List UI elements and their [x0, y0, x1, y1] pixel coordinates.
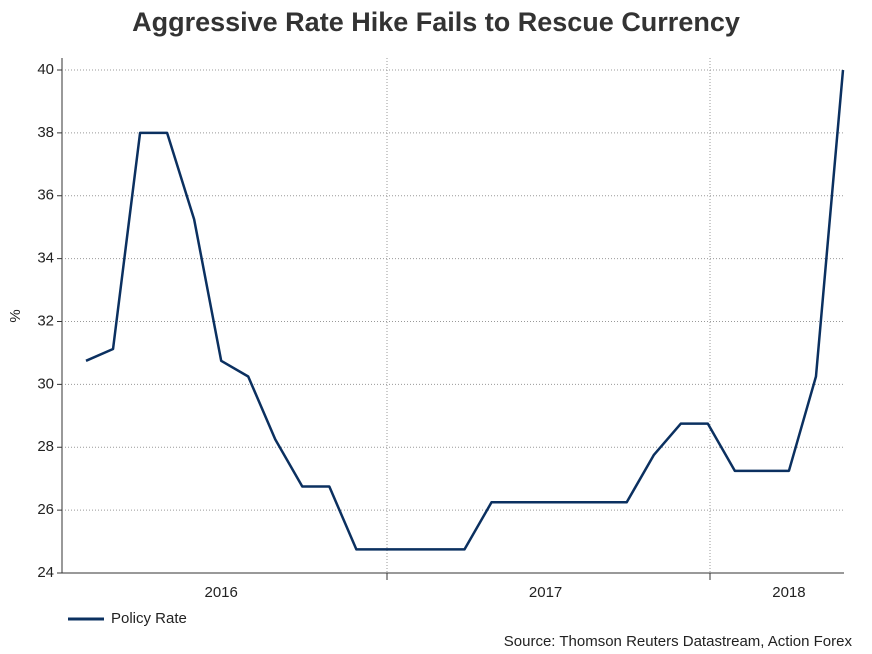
y-tick-label: 38: [37, 124, 54, 141]
y-tick-label: 36: [37, 187, 54, 204]
x-tick-label: 2016: [204, 584, 237, 601]
y-tick-label: 24: [37, 564, 54, 581]
y-tick-label: 26: [37, 501, 54, 518]
y-tick-label: 34: [37, 250, 54, 267]
y-tick-label: 32: [37, 312, 54, 329]
y-tick-label: 40: [37, 61, 54, 78]
legend-label: Policy Rate: [111, 610, 187, 627]
y-axis-label: %: [7, 309, 24, 322]
line: [85, 69, 845, 551]
chart-title: Aggressive Rate Hike Fails to Rescue Cur…: [132, 7, 740, 37]
y-tick-label: 28: [37, 438, 54, 455]
y-tick-label: 30: [37, 375, 54, 392]
x-tick-label: 2018: [772, 584, 805, 601]
source: Source: Thomson Reuters Datastream, Acti…: [504, 633, 853, 650]
x-tick-label: 2017: [529, 584, 562, 601]
